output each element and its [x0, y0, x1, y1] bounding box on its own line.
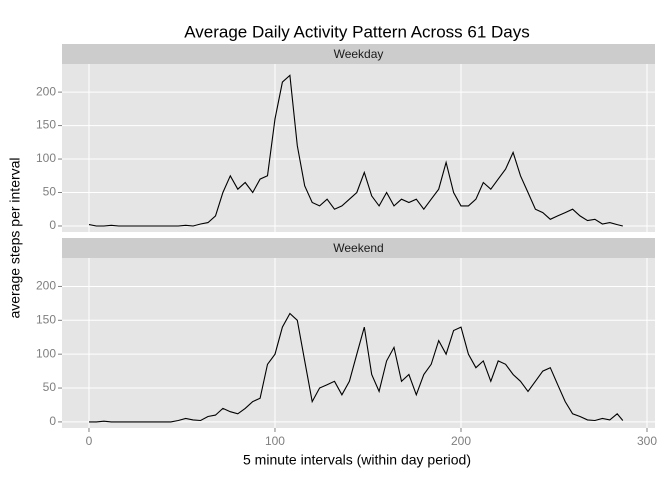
y-tick-label: 100	[36, 151, 56, 165]
y-tick-label: 200	[36, 84, 56, 98]
y-tick-label: 200	[36, 279, 56, 293]
y-tick-label: 0	[49, 414, 56, 428]
activity-line	[89, 312, 624, 423]
x-tick-label: 300	[637, 434, 657, 448]
y-tick-label: 100	[36, 346, 56, 360]
panel-background	[62, 64, 655, 232]
strip-label: Weekend	[333, 241, 383, 255]
x-tick-label: 0	[86, 434, 93, 448]
y-tick-label: 150	[36, 118, 56, 132]
y-tick-label: 0	[49, 218, 56, 232]
y-tick-label: 150	[36, 312, 56, 326]
strip-label: Weekday	[334, 47, 384, 61]
strip	[62, 238, 655, 258]
activity-line	[88, 74, 623, 227]
x-axis-label: 5 minute intervals (within day period)	[243, 452, 471, 468]
x-tick-label: 200	[451, 434, 471, 448]
y-tick-label: 50	[43, 380, 57, 394]
strip	[62, 44, 655, 64]
x-tick-label: 100	[265, 434, 285, 448]
chart-title: Average Daily Activity Pattern Across 61…	[184, 22, 530, 41]
y-tick-label: 50	[43, 185, 57, 199]
y-axis-label: average steps per interval	[7, 157, 23, 318]
